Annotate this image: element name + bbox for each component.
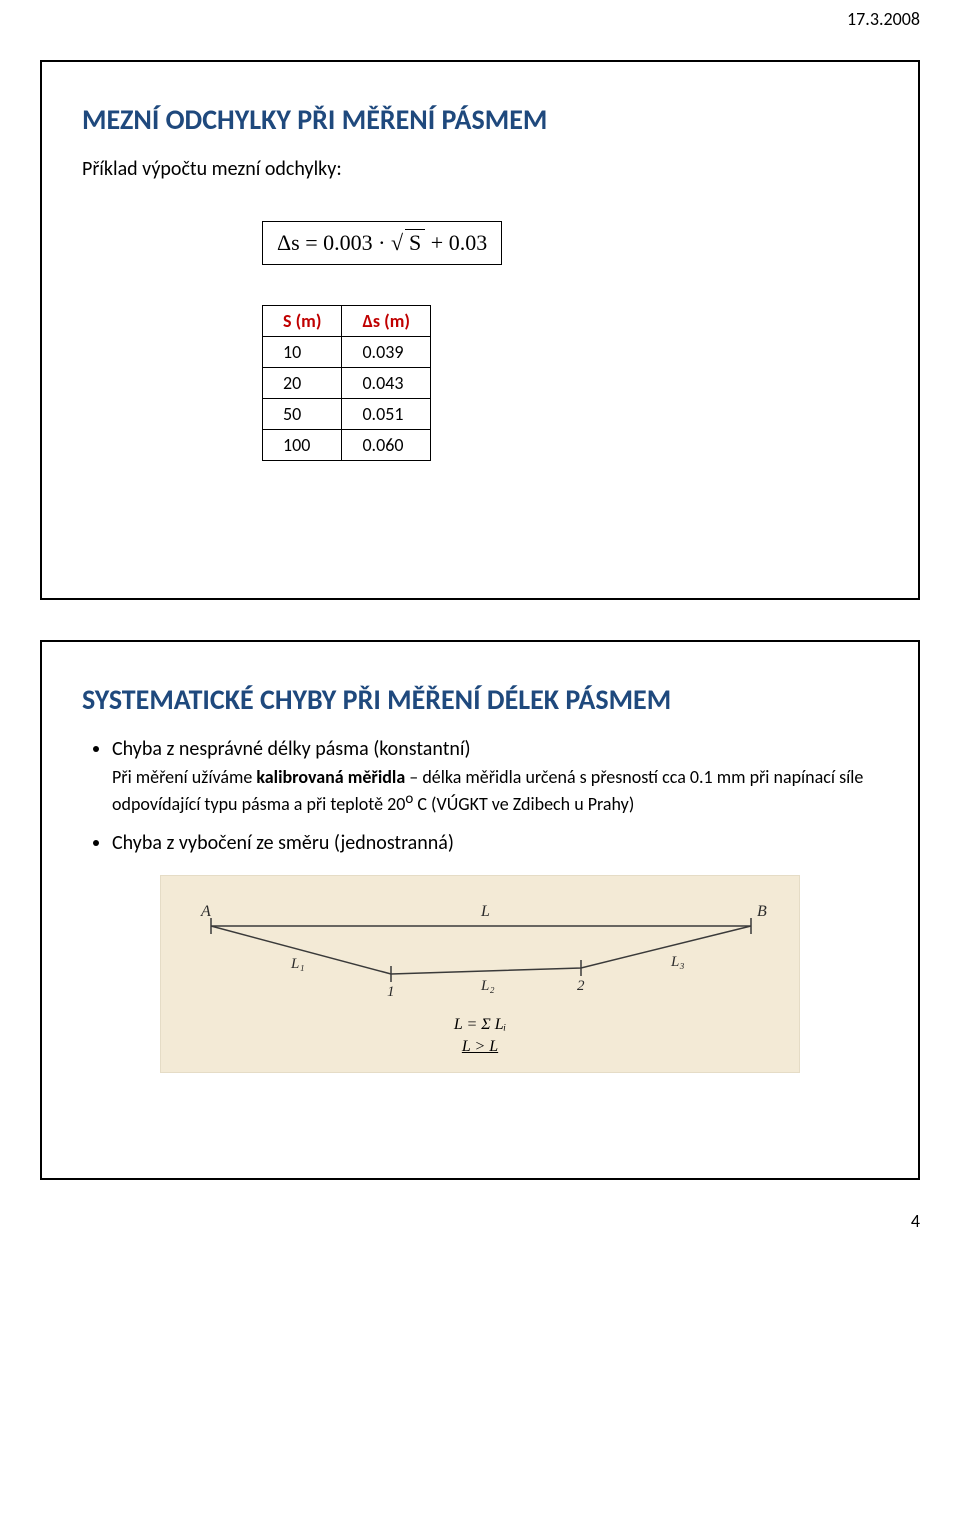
table-header-s: S (m): [263, 306, 342, 337]
slide1-subtitle: Příklad výpočtu mezní odchylky:: [82, 157, 878, 181]
table-row: 20 0.043: [263, 368, 431, 399]
table-cell: 0.060: [342, 430, 431, 461]
slide-2: SYSTEMATICKÉ CHYBY PŘI MĚŘENÍ DÉLEK PÁSM…: [40, 640, 920, 1180]
slide2-title: SYSTEMATICKÉ CHYBY PŘI MĚŘENÍ DÉLEK PÁSM…: [82, 682, 878, 717]
formula-sqrt-arg: S: [405, 229, 425, 255]
diagram-svg: A B L 1 2 L₁ L₂ L₃: [181, 896, 781, 1006]
formula-lhs: Δs =: [277, 230, 318, 255]
diag-eq2: L > L: [462, 1038, 498, 1055]
diag-label-L2: L₂: [480, 978, 495, 994]
diag-label-L: L: [480, 903, 490, 920]
table-header-ds: Δs (m): [342, 306, 431, 337]
formula-box: Δs = 0.003 · √S + 0.03: [262, 221, 502, 265]
table-cell: 50: [263, 399, 342, 430]
diag-label-2: 2: [577, 978, 585, 994]
bullet-list: Chyba z nesprávné délky pásma (konstantn…: [82, 737, 878, 855]
diag-eq1: L = Σ Lᵢ: [454, 1016, 506, 1033]
diag-label-B: B: [757, 903, 767, 920]
table-cell: 20: [263, 368, 342, 399]
diagram-equations: L = Σ Lᵢ L > L: [181, 1014, 779, 1059]
bullet1-head: Chyba z nesprávné délky pásma (konstantn…: [112, 737, 471, 761]
bullet1-sub: Při měření užíváme kalibrovaná měřidla –…: [112, 765, 878, 817]
table-cell: 100: [263, 430, 342, 461]
table-cell: 10: [263, 337, 342, 368]
bullet1-sub-tail: C (VÚGKT ve Zdibech u Prahy): [413, 793, 634, 815]
bullet1-sub-pre: Při měření užíváme: [112, 766, 256, 788]
diag-label-A: A: [200, 903, 211, 920]
bullet-item-2: Chyba z vybočení ze směru (jednostranná): [112, 831, 878, 855]
page-number: 4: [40, 1210, 920, 1232]
bullet-item-1: Chyba z nesprávné délky pásma (konstantn…: [112, 737, 878, 817]
table-row: 10 0.039: [263, 337, 431, 368]
table-cell: 0.051: [342, 399, 431, 430]
formula-const: + 0.03: [431, 230, 487, 255]
slide1-title: MEZNÍ ODCHYLKY PŘI MĚŘENÍ PÁSMEM: [82, 102, 878, 137]
formula-coef: 0.003 ·: [323, 230, 385, 255]
limits-table: S (m) Δs (m) 10 0.039 20 0.043 50 0.051: [262, 305, 431, 461]
header-date: 17.3.2008: [847, 8, 920, 30]
diag-label-L1: L₁: [290, 956, 305, 972]
diag-label-L3: L₃: [670, 954, 685, 970]
table-row: 100 0.060: [263, 430, 431, 461]
deviation-diagram: A B L 1 2 L₁ L₂ L₃ L = Σ Lᵢ L > L: [160, 875, 800, 1074]
slide-1: MEZNÍ ODCHYLKY PŘI MĚŘENÍ PÁSMEM Příklad…: [40, 60, 920, 600]
diag-label-1: 1: [387, 984, 395, 1000]
table-cell: 0.043: [342, 368, 431, 399]
bullet1-sub-bold: kalibrovaná měřidla: [256, 766, 405, 788]
table-row: 50 0.051: [263, 399, 431, 430]
table-cell: 0.039: [342, 337, 431, 368]
